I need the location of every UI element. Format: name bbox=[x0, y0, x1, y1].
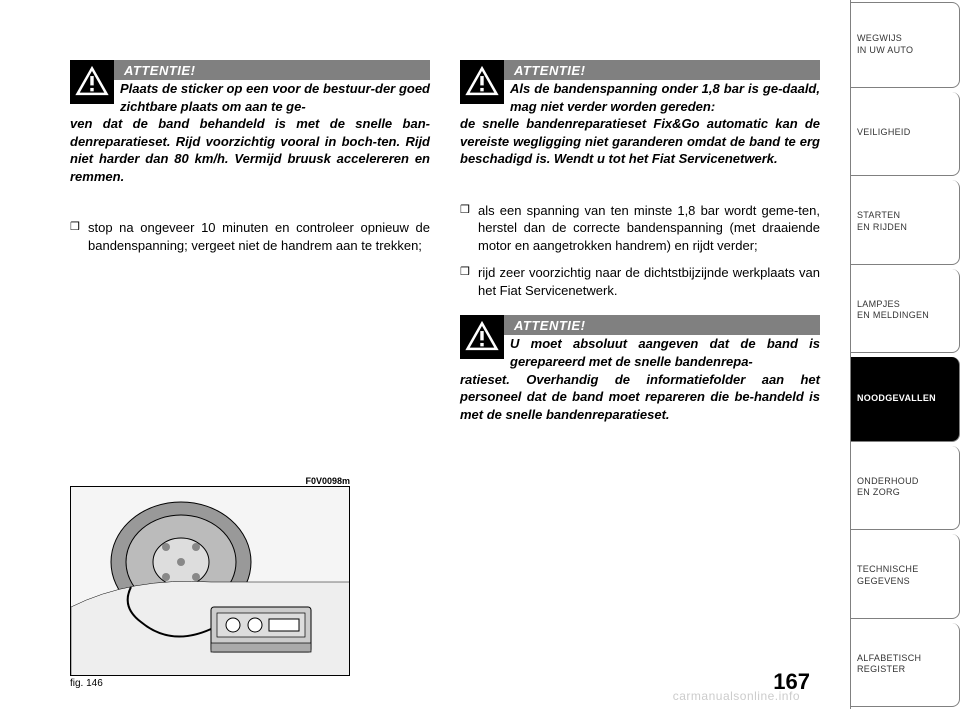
tire-kit-illustration bbox=[71, 487, 350, 676]
warning-body-line: Plaats de sticker op een voor de bestuur… bbox=[70, 80, 430, 115]
tab-label: LAMPJES bbox=[857, 299, 953, 311]
sidebar-tabs: WEGWIJS IN UW AUTO VEILIGHEID STARTEN EN… bbox=[850, 0, 960, 709]
warning-box-3: ATTENTIE! U moet absoluut aangeven dat d… bbox=[460, 315, 820, 423]
warning-body: Als de bandenspanning onder 1,8 bar is g… bbox=[460, 80, 820, 168]
warning-icon bbox=[460, 60, 504, 104]
bullet-mark: ❒ bbox=[70, 219, 88, 254]
warning-body-line: Als de bandenspanning onder 1,8 bar is g… bbox=[460, 80, 820, 115]
warning-title: ATTENTIE! bbox=[114, 60, 430, 80]
tab-label: ALFABETISCH bbox=[857, 653, 953, 665]
warning-body-line: ratieset. Overhandig de informatiefolder… bbox=[460, 372, 820, 422]
tab-alfabetisch[interactable]: ALFABETISCH REGISTER bbox=[851, 623, 960, 708]
tab-starten[interactable]: STARTEN EN RIJDEN bbox=[851, 180, 960, 265]
warning-body-line: U moet absoluut aangeven dat de band is … bbox=[460, 335, 820, 370]
figure-image bbox=[70, 486, 350, 676]
tab-label: EN MELDINGEN bbox=[857, 310, 953, 322]
tab-lampjes[interactable]: LAMPJES EN MELDINGEN bbox=[851, 269, 960, 354]
tab-label: TECHNISCHE bbox=[857, 564, 953, 576]
figure-caption: fig. 146 bbox=[70, 678, 103, 689]
figure: F0V0098m bbox=[70, 476, 430, 689]
exclamation-triangle-icon bbox=[465, 65, 499, 99]
warning-title: ATTENTIE! bbox=[504, 60, 820, 80]
warning-box-2: ATTENTIE! Als de bandenspanning onder 1,… bbox=[460, 60, 820, 168]
bullet-mark: ❒ bbox=[460, 264, 478, 299]
tab-label: VEILIGHEID bbox=[857, 127, 953, 139]
tab-label: REGISTER bbox=[857, 664, 953, 676]
tab-label: ONDERHOUD bbox=[857, 476, 953, 488]
exclamation-triangle-icon bbox=[75, 65, 109, 99]
figure-code: F0V0098m bbox=[70, 476, 350, 486]
figure-caption-row: fig. 146 bbox=[70, 678, 350, 689]
tab-label: EN RIJDEN bbox=[857, 222, 953, 234]
warning-icon bbox=[460, 315, 504, 359]
bullet-item: ❒ als een spanning van ten minste 1,8 ba… bbox=[460, 202, 820, 255]
warning-title: ATTENTIE! bbox=[504, 315, 820, 335]
tab-label: IN UW AUTO bbox=[857, 45, 953, 57]
left-column: ATTENTIE! Plaats de sticker op een voor … bbox=[70, 60, 430, 689]
tab-wegwijs[interactable]: WEGWIJS IN UW AUTO bbox=[851, 2, 960, 88]
warning-body: Plaats de sticker op een voor de bestuur… bbox=[70, 80, 430, 185]
warning-box-1: ATTENTIE! Plaats de sticker op een voor … bbox=[70, 60, 430, 185]
right-column: ATTENTIE! Als de bandenspanning onder 1,… bbox=[460, 60, 820, 689]
tab-label: GEGEVENS bbox=[857, 576, 953, 588]
warning-icon bbox=[70, 60, 114, 104]
tab-label: STARTEN bbox=[857, 210, 953, 222]
warning-body-line: ven dat de band behandeld is met de snel… bbox=[70, 116, 430, 184]
bullet-item: ❒ rijd zeer voorzichtig naar de dichtstb… bbox=[460, 264, 820, 299]
watermark: carmanualsonline.info bbox=[673, 689, 800, 703]
tab-technische[interactable]: TECHNISCHE GEGEVENS bbox=[851, 534, 960, 619]
bullet-mark: ❒ bbox=[460, 202, 478, 255]
exclamation-triangle-icon bbox=[465, 320, 499, 354]
bullet-text: rijd zeer voorzichtig naar de dichtstbij… bbox=[478, 264, 820, 299]
warning-body: U moet absoluut aangeven dat de band is … bbox=[460, 335, 820, 423]
warning-body-line: de snelle bandenreparatieset Fix&Go auto… bbox=[460, 116, 820, 166]
page: ATTENTIE! Plaats de sticker op een voor … bbox=[0, 0, 960, 709]
tab-veiligheid[interactable]: VEILIGHEID bbox=[851, 92, 960, 177]
tab-label: NOODGEVALLEN bbox=[857, 393, 953, 405]
content-area: ATTENTIE! Plaats de sticker op een voor … bbox=[0, 0, 850, 709]
bullet-text: stop na ongeveer 10 minuten en controlee… bbox=[88, 219, 430, 254]
tab-label: WEGWIJS bbox=[857, 33, 953, 45]
tab-label: EN ZORG bbox=[857, 487, 953, 499]
bullet-text: als een spanning van ten minste 1,8 bar … bbox=[478, 202, 820, 255]
bullet-item: ❒ stop na ongeveer 10 minuten en control… bbox=[70, 219, 430, 254]
tab-onderhoud[interactable]: ONDERHOUD EN ZORG bbox=[851, 446, 960, 531]
tab-noodgevallen[interactable]: NOODGEVALLEN bbox=[851, 357, 960, 442]
